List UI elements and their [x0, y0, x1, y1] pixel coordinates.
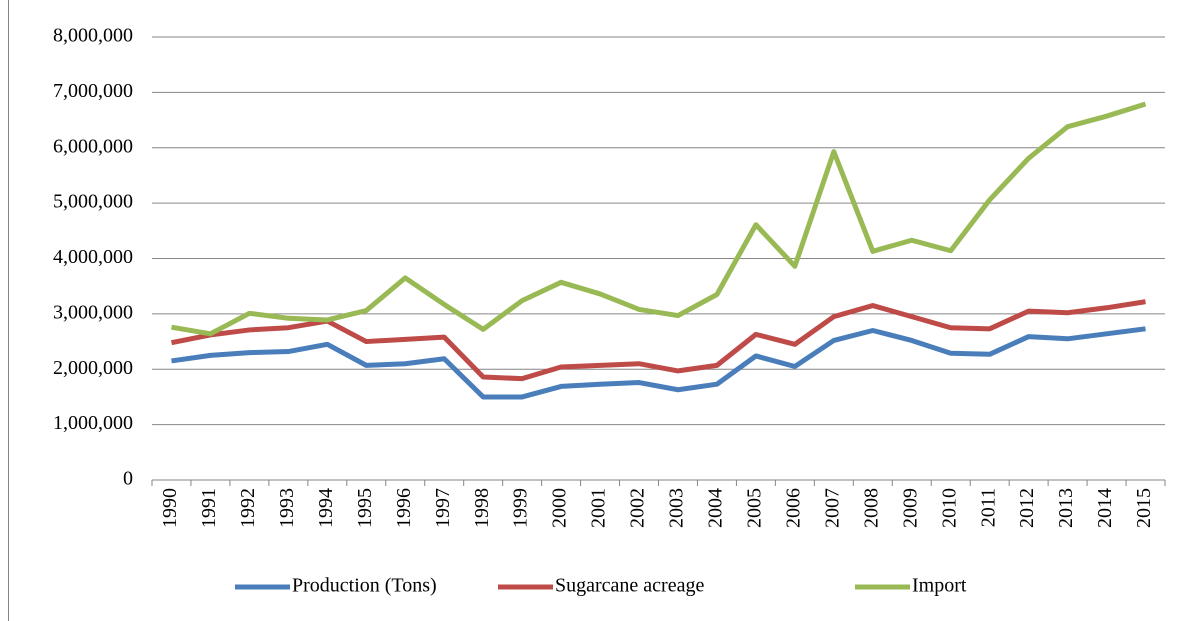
- x-tick-label: 2013: [1055, 488, 1077, 528]
- x-tick-label: 1995: [354, 488, 376, 528]
- x-tick-label: 2001: [588, 488, 610, 528]
- x-tick-label: 2004: [705, 488, 727, 528]
- y-tick-label: 6,000,000: [53, 135, 133, 157]
- x-tick-label: 2009: [899, 488, 921, 528]
- line-series: [170, 299, 1146, 382]
- x-tick-label: 2006: [782, 488, 804, 528]
- x-tick-label: 2010: [938, 488, 960, 528]
- x-tick-label: 2012: [1016, 488, 1038, 528]
- legend-label: Import: [912, 575, 967, 597]
- y-tick-label: 1,000,000: [53, 412, 133, 434]
- y-tick-label: 0: [123, 468, 133, 490]
- y-tick-label: 8,000,000: [53, 25, 133, 47]
- line-series: [171, 326, 1146, 400]
- y-tick-label: 2,000,000: [53, 357, 133, 379]
- y-tick-label: 7,000,000: [53, 80, 133, 102]
- x-tick-label: 2000: [549, 488, 571, 528]
- x-tick-label: 1992: [237, 488, 259, 528]
- x-tick-label: 2015: [1133, 488, 1155, 528]
- x-tick-label: 1994: [315, 488, 337, 528]
- x-tick-label: 2005: [743, 488, 765, 528]
- x-tick-label: 1998: [471, 488, 493, 528]
- legend-label: Production (Tons): [292, 575, 437, 597]
- x-tick-label: 2008: [860, 488, 882, 528]
- x-tick-label: 1991: [198, 488, 220, 528]
- x-tick-label: 2007: [821, 488, 843, 528]
- x-tick-label: 1993: [276, 488, 298, 528]
- x-tick-label: 1996: [393, 488, 415, 528]
- x-tick-label: 2011: [977, 488, 999, 527]
- x-tick-label: 2014: [1094, 488, 1116, 528]
- x-tick-label: 2003: [666, 488, 688, 528]
- y-tick-label: 3,000,000: [53, 301, 133, 323]
- line-series: [171, 101, 1147, 337]
- x-tick-label: 1999: [510, 488, 532, 528]
- x-tick-label: 1990: [159, 488, 181, 528]
- x-tick-label: 2002: [627, 488, 649, 528]
- y-tick-label: 4,000,000: [53, 246, 133, 268]
- x-tick-label: 1997: [432, 488, 454, 528]
- y-tick-label: 5,000,000: [53, 191, 133, 213]
- legend-label: Sugarcane acreage: [555, 575, 704, 597]
